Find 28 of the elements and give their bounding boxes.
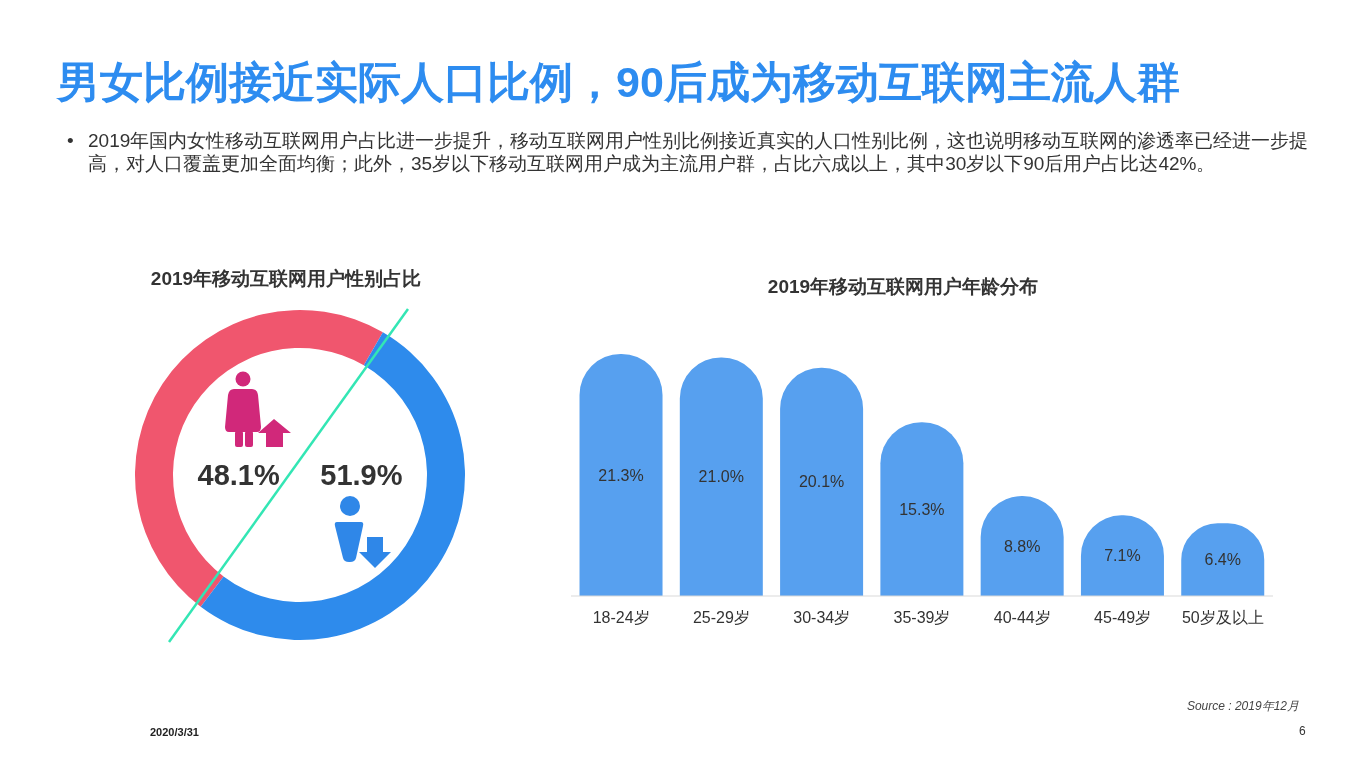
text: 6: [1299, 724, 1306, 738]
data-label: 48.1%: [197, 459, 280, 491]
text: • 2019年国内女性移动互联网用户占比进一步提升，移动互联网用户性别比例接近真实的人口性别比例，这也说明移动互联网的渗透率已经进一步提高，对人口覆盖更加全面均衡；此外，35岁以下移动互联网用户成为主流用户群，占比六成以上，其中30岁以下90后用户占比达42%。: [67, 129, 1309, 174]
chart-title: 2019年移动互联网用户年龄分布: [767, 276, 1039, 297]
bar: [880, 422, 964, 596]
data-label: 15.3%: [899, 500, 945, 518]
x-tick-label: 25-29岁: [692, 609, 750, 627]
text: 2020/3/31: [150, 726, 199, 738]
data-label: 51.9%: [320, 459, 403, 491]
text: 男女比例接近实际人口比例，90后成为移动互联网主流人群: [57, 58, 1180, 106]
data-label: 20.1%: [798, 473, 845, 491]
bar: [579, 354, 663, 596]
x-tick-label: 50岁及以上: [1181, 609, 1264, 627]
data-label: 21.3%: [598, 466, 644, 484]
bar: [679, 357, 763, 596]
data-label: 21.0%: [698, 468, 744, 486]
data-label: 7.1%: [1104, 547, 1141, 565]
x-tick-label: 30-34岁: [793, 609, 851, 627]
x-tick-label: 45-49岁: [1094, 609, 1152, 627]
data-label: 6.4%: [1204, 551, 1241, 569]
chart-title: 2019年移动互联网用户性别占比: [150, 268, 422, 289]
x-tick-label: 18-24岁: [592, 609, 650, 627]
x-tick-label: 35-39岁: [893, 609, 951, 627]
x-tick-label: 40-44岁: [993, 609, 1051, 627]
bar: [780, 367, 864, 596]
donut-slice: [200, 332, 465, 640]
data-label: 8.8%: [1003, 537, 1041, 555]
source-note: Source : 2019年12月: [1186, 699, 1299, 713]
